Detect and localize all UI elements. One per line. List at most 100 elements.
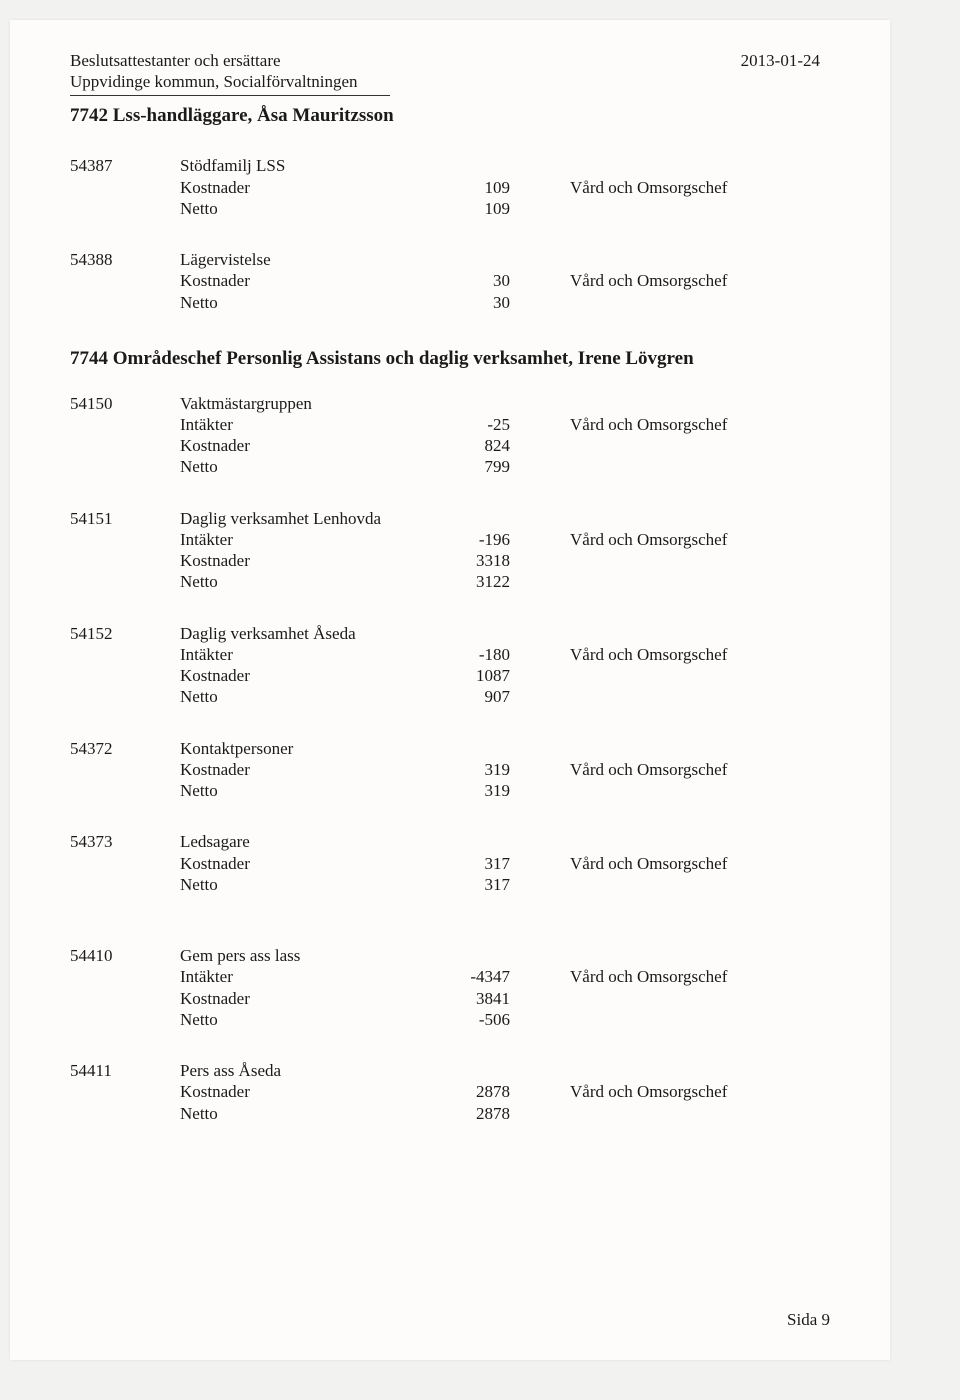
line-responsible: Vård och Omsorgschef [570,759,850,780]
line-label: Kostnader [180,550,450,571]
line-value: 2878 [450,1103,570,1124]
entry-grid: 54152Daglig verksamhet ÅsedaIntäkter-180… [70,623,850,708]
entry-code: 54372 [70,738,180,759]
entry-block: 54388LägervistelseKostnader30Vård och Om… [70,249,850,313]
line-label: Kostnader [180,988,450,1009]
line-value: -180 [450,644,570,665]
page-footer: Sida 9 [787,1309,830,1330]
entry-grid: 54411Pers ass ÅsedaKostnader2878Vård och… [70,1060,850,1124]
entry-name: Pers ass Åseda [180,1060,450,1081]
line-responsible: Vård och Omsorgschef [570,270,850,291]
line-responsible: Vård och Omsorgschef [570,529,850,550]
line-label: Intäkter [180,644,450,665]
section-title-0: 7742 Lss-handläggare, Åsa Mauritzsson [70,104,850,128]
entry-block: 54372KontaktpersonerKostnader319Vård och… [70,738,850,802]
section-0-blocks: 54387Stödfamilj LSSKostnader109Vård och … [70,155,850,313]
header-date: 2013-01-24 [741,50,850,93]
line-value: 3841 [450,988,570,1009]
line-responsible: Vård och Omsorgschef [570,853,850,874]
line-value: -506 [450,1009,570,1030]
line-label: Netto [180,686,450,707]
line-label: Kostnader [180,853,450,874]
entry-name: Lägervistelse [180,249,450,270]
entry-code: 54388 [70,249,180,270]
line-label: Kostnader [180,435,450,456]
line-value: -196 [450,529,570,550]
line-responsible: Vård och Omsorgschef [570,414,850,435]
entry-grid: 54410Gem pers ass lassIntäkter-4347Vård … [70,945,850,1030]
line-value: 3122 [450,571,570,592]
line-label: Kostnader [180,270,450,291]
entry-block: 54411Pers ass ÅsedaKostnader2878Vård och… [70,1060,850,1124]
line-value: 824 [450,435,570,456]
line-label: Kostnader [180,1081,450,1102]
entry-block: 54373LedsagareKostnader317Vård och Omsor… [70,831,850,895]
line-responsible: Vård och Omsorgschef [570,177,850,198]
section-title-1: 7744 Områdeschef Personlig Assistans och… [70,347,850,371]
entry-name: Daglig verksamhet Lenhovda [180,508,450,529]
entry-name: Ledsagare [180,831,450,852]
header-left: Beslutsattestanter och ersättare Uppvidi… [70,50,358,93]
entry-code: 54410 [70,945,180,966]
line-label: Netto [180,571,450,592]
entry-grid: 54372KontaktpersonerKostnader319Vård och… [70,738,850,802]
entry-block: 54150VaktmästargruppenIntäkter-25Vård oc… [70,393,850,478]
line-value: 317 [450,874,570,895]
line-value: 907 [450,686,570,707]
header-line2: Uppvidinge kommun, Socialförvaltningen [70,71,358,92]
line-responsible: Vård och Omsorgschef [570,1081,850,1102]
line-label: Netto [180,780,450,801]
entry-name: Vaktmästargruppen [180,393,450,414]
entry-name: Stödfamilj LSS [180,155,450,176]
entry-code: 54411 [70,1060,180,1081]
entry-grid: 54150VaktmästargruppenIntäkter-25Vård oc… [70,393,850,478]
line-label: Netto [180,456,450,477]
section-1-blocks: 54150VaktmästargruppenIntäkter-25Vård oc… [70,393,850,1124]
line-value: 30 [450,270,570,291]
entry-code: 54150 [70,393,180,414]
entry-name: Daglig verksamhet Åseda [180,623,450,644]
line-responsible: Vård och Omsorgschef [570,644,850,665]
line-value: 109 [450,177,570,198]
entry-grid: 54151Daglig verksamhet LenhovdaIntäkter-… [70,508,850,593]
entry-grid: 54388LägervistelseKostnader30Vård och Om… [70,249,850,313]
entry-code: 54151 [70,508,180,529]
line-responsible: Vård och Omsorgschef [570,966,850,987]
line-label: Netto [180,874,450,895]
line-value: 1087 [450,665,570,686]
entry-block: 54387Stödfamilj LSSKostnader109Vård och … [70,155,850,219]
line-label: Netto [180,1103,450,1124]
line-value: -25 [450,414,570,435]
header-line1: Beslutsattestanter och ersättare [70,50,358,71]
line-label: Kostnader [180,665,450,686]
line-value: 319 [450,780,570,801]
line-label: Intäkter [180,414,450,435]
line-value: 319 [450,759,570,780]
line-label: Netto [180,1009,450,1030]
line-value: 30 [450,292,570,313]
line-label: Kostnader [180,759,450,780]
line-value: 3318 [450,550,570,571]
entry-grid: 54387Stödfamilj LSSKostnader109Vård och … [70,155,850,219]
line-value: 109 [450,198,570,219]
entry-code: 54387 [70,155,180,176]
line-label: Kostnader [180,177,450,198]
line-value: 799 [450,456,570,477]
entry-code: 54373 [70,831,180,852]
line-value: -4347 [450,966,570,987]
page: Beslutsattestanter och ersättare Uppvidi… [10,20,890,1360]
entry-code: 54152 [70,623,180,644]
line-label: Netto [180,198,450,219]
line-label: Intäkter [180,529,450,550]
page-header: Beslutsattestanter och ersättare Uppvidi… [70,50,850,93]
entry-block: 54152Daglig verksamhet ÅsedaIntäkter-180… [70,623,850,708]
line-value: 2878 [450,1081,570,1102]
line-value: 317 [450,853,570,874]
entry-name: Kontaktpersoner [180,738,450,759]
line-label: Netto [180,292,450,313]
entry-block: 54151Daglig verksamhet LenhovdaIntäkter-… [70,508,850,593]
line-label: Intäkter [180,966,450,987]
header-rule [70,95,390,96]
entry-name: Gem pers ass lass [180,945,450,966]
entry-block: 54410Gem pers ass lassIntäkter-4347Vård … [70,945,850,1030]
